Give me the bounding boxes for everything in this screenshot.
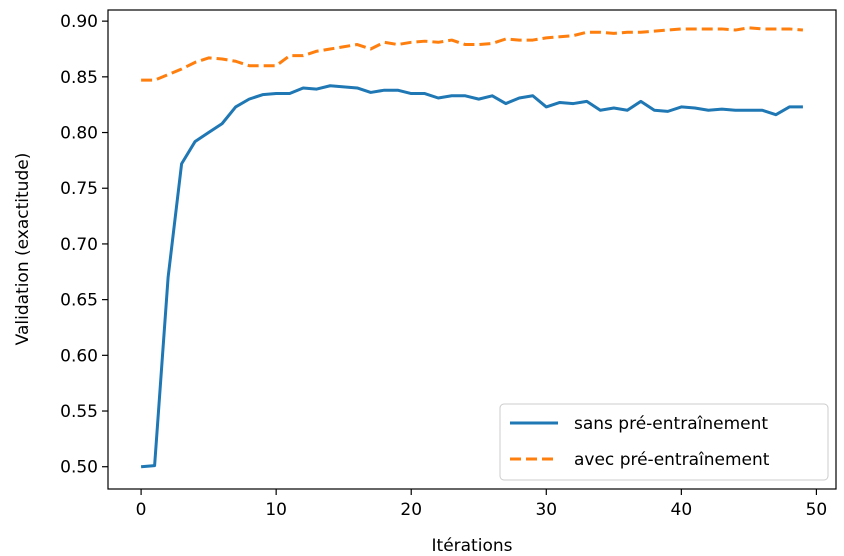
x-tick-label: 30: [535, 500, 557, 520]
plot-frame: [107, 9, 837, 490]
plot-area: [107, 9, 837, 490]
legend: sans pré-entraînement avec pré-entraînem…: [499, 403, 829, 481]
series-line-sans-pre-entrainement: [140, 84, 803, 469]
x-axis: 0 10 20 30 40 50: [136, 489, 828, 520]
series-line-avec-pre-entrainement: [141, 26, 804, 82]
y-tick-label: 0.70: [60, 235, 98, 255]
x-tick-label: 20: [400, 500, 422, 520]
y-tick-label: 0.65: [60, 291, 98, 311]
y-tick-label: 0.60: [60, 346, 98, 366]
y-tick-label: 0.50: [60, 458, 98, 478]
legend-box: [499, 403, 829, 481]
y-tick-label: 0.85: [60, 68, 98, 88]
legend-label-sans: sans pré-entraînement: [574, 414, 768, 434]
x-tick-label: 10: [265, 500, 287, 520]
y-axis-label: Validation (exactitude): [13, 153, 33, 346]
y-tick-label: 0.75: [60, 179, 98, 199]
x-tick-label: 50: [806, 500, 828, 520]
x-axis-label: Itérations: [432, 536, 513, 556]
legend-label-avec: avec pré-entraînement: [574, 450, 770, 470]
x-tick-label: 40: [671, 500, 693, 520]
series-layer: [140, 26, 804, 469]
y-tick-label: 0.90: [60, 12, 98, 32]
y-axis: 0.50 0.55 0.60 0.65 0.70 0.75 0.80 0.85 0.90: [60, 12, 108, 478]
y-tick-label: 0.55: [60, 402, 98, 422]
y-tick-label: 0.80: [60, 124, 98, 144]
x-tick-label: 0: [136, 500, 147, 520]
